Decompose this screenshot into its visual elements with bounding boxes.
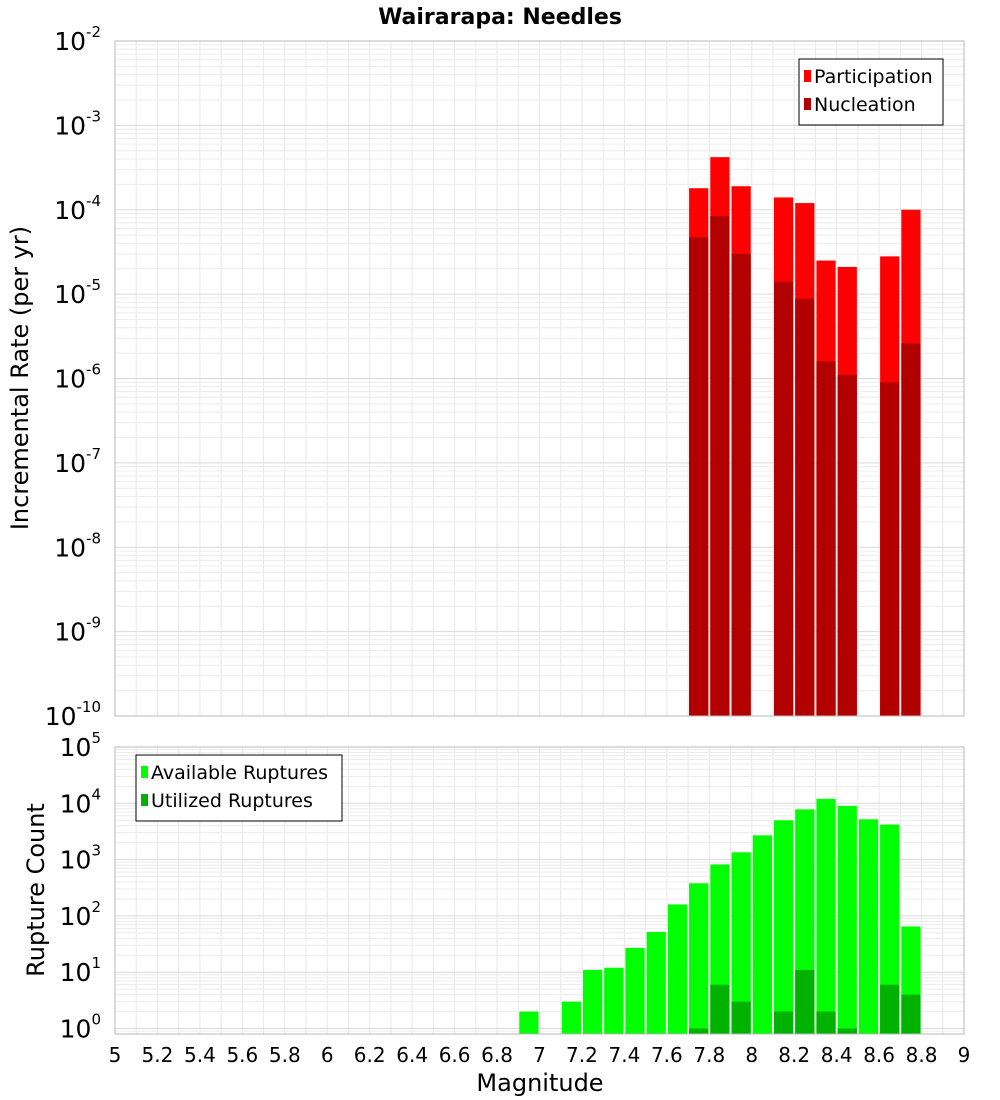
top-y-tick-label: 10-8 (54, 529, 101, 562)
bottom-y-tick-label: 101 (60, 954, 101, 987)
bottom-series0-bar (561, 1001, 581, 1034)
bottom-legend-swatch (141, 794, 148, 806)
bottom-x-tick-label: 7.8 (693, 1043, 725, 1067)
bottom-legend-label: Utilized Ruptures (151, 790, 313, 812)
bottom-x-tick-label: 8.6 (863, 1043, 895, 1067)
top-series1-bar (710, 216, 730, 717)
bottom-series1-bar (880, 984, 900, 1034)
bottom-series0-bar (880, 824, 900, 1034)
top-series1-bar (880, 382, 900, 716)
bottom-x-tick-label: 5.8 (269, 1043, 301, 1067)
bottom-x-tick-label: 6 (321, 1043, 334, 1067)
bottom-x-tick-label: 7.2 (566, 1043, 598, 1067)
bottom-x-tick-label: 5.2 (142, 1043, 174, 1067)
top-legend-label: Nucleation (814, 94, 916, 116)
bottom-series0-bar (646, 931, 666, 1034)
bottom-series0-bar (837, 805, 857, 1034)
bottom-series1-bar (795, 969, 815, 1034)
top-legend-swatch (804, 98, 811, 110)
bottom-x-tick-label: 5.4 (184, 1043, 216, 1067)
top-legend-label: Participation (814, 66, 933, 88)
top-series1-bar (837, 375, 857, 716)
top-y-tick-label: 10-2 (54, 23, 101, 56)
bottom-series0-bar (625, 947, 645, 1034)
top-legend: Participation Nucleation (798, 58, 944, 126)
bottom-y-axis-label: Rupture Count (22, 803, 50, 977)
top-y-tick-label: 10-7 (54, 445, 101, 478)
top-series1-bar (689, 237, 709, 716)
bottom-x-tick-label: 7.6 (651, 1043, 683, 1067)
bottom-series1-bar (816, 1011, 836, 1034)
bottom-series0-bar (667, 904, 688, 1034)
bottom-series0-bar (604, 967, 624, 1034)
top-plot-area: 10-10 10-9 10-8 10-7 10-6 10-5 10-4 10-3 10-2 Par… (45, 23, 965, 731)
bottom-series1-bar (773, 1011, 794, 1034)
bottom-x-tick-label: 7.4 (608, 1043, 640, 1067)
top-series1-bar (901, 343, 921, 716)
bottom-y-tick-label: 100 (60, 1011, 101, 1044)
bottom-y-tick-label: 102 (60, 898, 101, 931)
top-series1-bar (795, 298, 815, 716)
bottom-series0-bar (773, 820, 794, 1034)
bottom-series0-bar (582, 969, 603, 1034)
bottom-x-tick-label: 8 (745, 1043, 758, 1067)
x-axis-label: Magnitude (476, 1069, 603, 1097)
bottom-y-tick-label: 104 (60, 785, 101, 818)
bottom-legend-swatch (141, 766, 148, 778)
bottom-series0-bar (858, 819, 879, 1034)
top-legend-box (798, 58, 944, 126)
bottom-legend: Available Ruptures Utilized Ruptures (135, 754, 343, 822)
bottom-x-tick-label: 8.4 (821, 1043, 853, 1067)
top-y-tick-label: 10-5 (54, 276, 101, 309)
bottom-x-tick-label: 5.6 (226, 1043, 258, 1067)
bottom-plot-area: 100 101 102 103 104 105 Available Ruptures Util… (60, 729, 971, 1067)
bottom-legend-box (135, 754, 343, 822)
top-y-tick-label: 10-10 (45, 698, 101, 731)
bottom-x-tick-label: 7 (533, 1043, 546, 1067)
bottom-frame (114, 746, 965, 1035)
bottom-x-tick-label: 5 (109, 1043, 122, 1067)
bottom-series1-bar (901, 994, 921, 1034)
bottom-series0-bar (816, 798, 836, 1034)
top-series1-bar (773, 281, 794, 716)
top-y-axis-label: Incremental Rate (per yr) (6, 226, 34, 530)
bottom-y-tick-label: 105 (60, 729, 101, 762)
bottom-series0-bar (731, 852, 751, 1034)
bottom-x-tick-label: 8.2 (778, 1043, 810, 1067)
top-y-tick-label: 10-4 (54, 192, 101, 225)
bottom-x-tick-label: 6.2 (354, 1043, 386, 1067)
top-y-tick-label: 10-3 (54, 107, 101, 140)
bottom-series1-bar (689, 1028, 709, 1034)
bottom-legend-label: Available Ruptures (151, 762, 328, 784)
bottom-x-tick-label: 6.4 (396, 1043, 428, 1067)
top-legend-swatch (804, 70, 811, 82)
bottom-series0-bar (519, 1011, 539, 1034)
top-frame (114, 40, 965, 717)
bottom-series1-bar (710, 984, 730, 1034)
top-series1-bar (816, 361, 836, 716)
bottom-x-tick-label: 8.8 (906, 1043, 938, 1067)
bottom-x-tick-label: 6.8 (481, 1043, 513, 1067)
bottom-x-tick-label: 9 (958, 1043, 971, 1067)
chart-title: Wairarapa: Needles (378, 5, 622, 30)
top-series1-bar (731, 253, 751, 716)
bottom-series1-bar (731, 1001, 751, 1034)
bottom-y-tick-label: 103 (60, 842, 101, 875)
bottom-series0-bar (752, 835, 772, 1034)
bottom-x-tick-label: 6.6 (439, 1043, 471, 1067)
top-y-tick-label: 10-9 (54, 614, 101, 647)
bottom-series1-bar (837, 1028, 857, 1034)
top-y-tick-label: 10-6 (54, 361, 101, 394)
bottom-series0-bar (689, 883, 709, 1034)
